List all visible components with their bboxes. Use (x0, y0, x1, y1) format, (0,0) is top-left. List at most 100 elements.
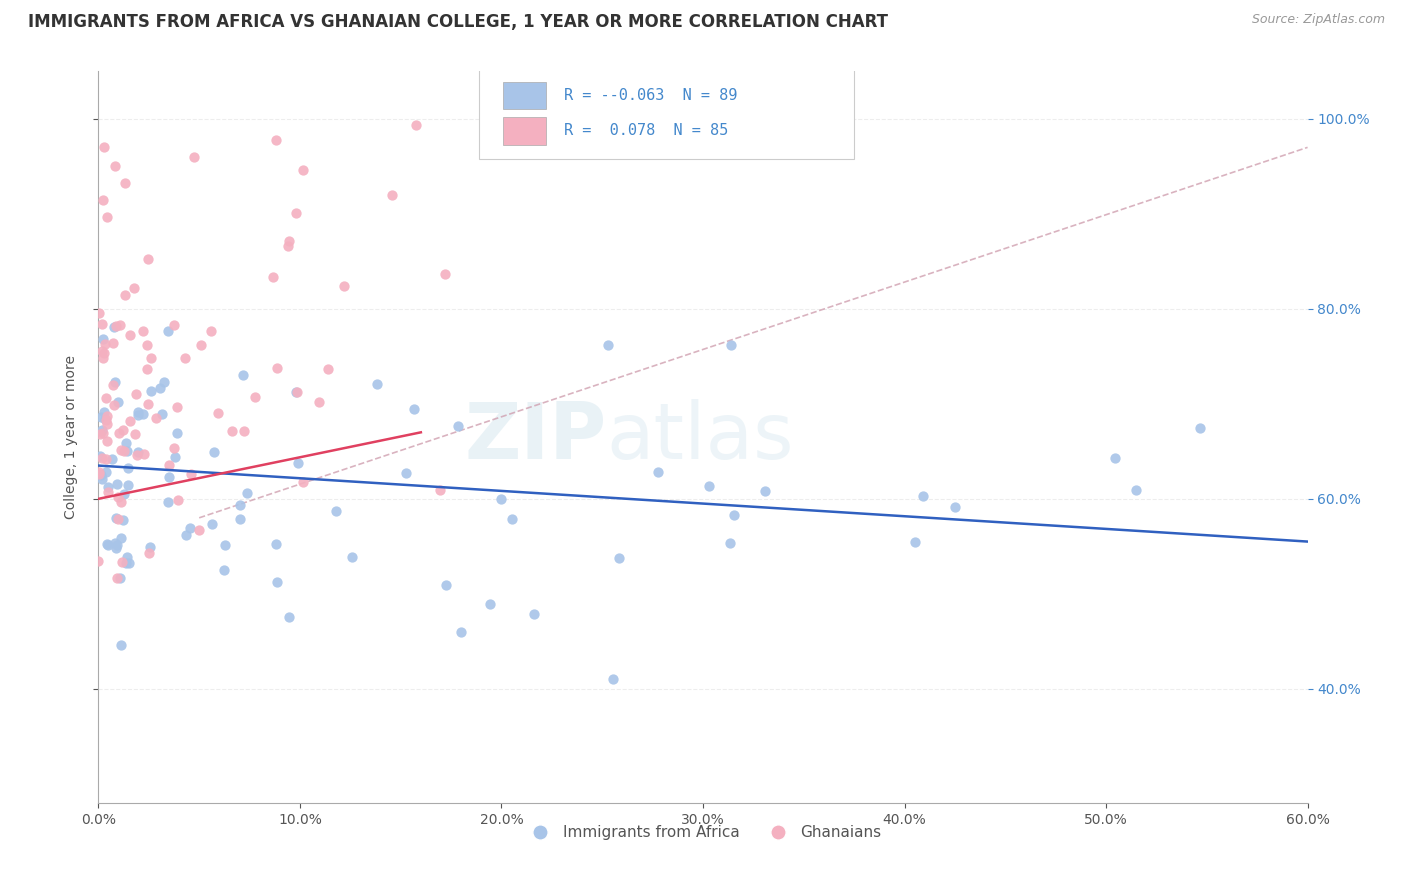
Point (125, 448, 148, 462)
Point (93, 405, 115, 419)
Point (135, 337, 157, 351)
Point (145, 411, 167, 425)
Point (266, 361, 288, 376)
Point (136, 362, 159, 376)
Point (285, 385, 308, 400)
Point (118, 556, 141, 570)
Point (117, 478, 139, 492)
Point (107, 512, 129, 526)
Point (149, 380, 172, 394)
Point (107, 425, 129, 440)
Point (232, 368, 254, 382)
Point (284, 206, 307, 220)
Text: R = --0.063  N = 89: R = --0.063 N = 89 (564, 88, 737, 103)
Point (96, 210, 118, 224)
Point (89, 427, 111, 442)
Point (720, 337, 742, 351)
Point (405, 118, 427, 132)
Point (111, 424, 134, 438)
Point (110, 638, 132, 652)
Point (115, 556, 138, 570)
Point (111, 555, 134, 569)
Point (105, 571, 128, 585)
Point (243, 390, 266, 404)
Legend: Immigrants from Africa, Ghanaians: Immigrants from Africa, Ghanaians (519, 819, 887, 847)
Point (325, 504, 347, 518)
Point (179, 521, 201, 535)
Point (292, 162, 315, 177)
FancyBboxPatch shape (503, 117, 546, 145)
Point (90, 409, 112, 424)
Point (107, 490, 129, 504)
Point (489, 492, 512, 507)
Point (718, 536, 741, 550)
Point (187, 523, 209, 537)
FancyBboxPatch shape (479, 68, 855, 159)
FancyBboxPatch shape (503, 81, 546, 110)
Text: IMMIGRANTS FROM AFRICA VS GHANAIAN COLLEGE, 1 YEAR OR MORE CORRELATION CHART: IMMIGRANTS FROM AFRICA VS GHANAIAN COLLE… (28, 13, 889, 31)
Point (139, 540, 162, 554)
Point (180, 467, 202, 482)
Point (395, 466, 418, 480)
Point (127, 445, 149, 459)
Point (120, 414, 142, 428)
Point (166, 425, 188, 440)
Point (183, 150, 205, 164)
Point (697, 478, 720, 492)
Point (115, 443, 138, 458)
Point (447, 419, 470, 434)
Point (202, 444, 225, 458)
Point (501, 512, 523, 526)
Point (277, 239, 299, 253)
Point (523, 607, 546, 621)
Point (91, 426, 114, 441)
Point (342, 550, 364, 565)
Point (132, 447, 155, 461)
Point (124, 426, 146, 441)
Point (96, 417, 118, 432)
Point (96, 409, 118, 424)
Point (96, 434, 118, 449)
Point (235, 486, 257, 500)
Point (91, 193, 114, 207)
Point (103, 376, 125, 390)
Point (117, 461, 139, 475)
Point (602, 672, 624, 686)
Point (96, 413, 118, 427)
Point (229, 498, 252, 512)
Point (97, 538, 120, 552)
Point (943, 500, 966, 515)
Point (647, 465, 669, 479)
Point (912, 489, 935, 503)
Point (87, 465, 110, 479)
Point (127, 405, 149, 419)
Point (291, 475, 314, 489)
Point (157, 324, 180, 338)
Point (207, 406, 229, 420)
Point (156, 495, 179, 509)
Point (94, 411, 117, 425)
Point (132, 324, 155, 338)
Point (190, 337, 212, 351)
Point (167, 493, 190, 508)
Point (115, 435, 138, 450)
Point (87, 467, 110, 482)
Point (124, 281, 146, 295)
Point (366, 376, 388, 391)
Point (111, 513, 134, 527)
Point (607, 551, 630, 566)
Point (434, 267, 457, 281)
Y-axis label: College, 1 year or more: College, 1 year or more (63, 355, 77, 519)
Point (136, 397, 159, 411)
Point (90, 343, 112, 358)
Point (598, 337, 620, 351)
Point (284, 384, 307, 399)
Point (221, 424, 243, 438)
Point (163, 318, 186, 332)
Point (104, 319, 127, 334)
Point (201, 516, 224, 531)
Point (434, 578, 457, 592)
Point (277, 234, 299, 248)
Point (110, 570, 132, 584)
Point (93, 346, 115, 360)
